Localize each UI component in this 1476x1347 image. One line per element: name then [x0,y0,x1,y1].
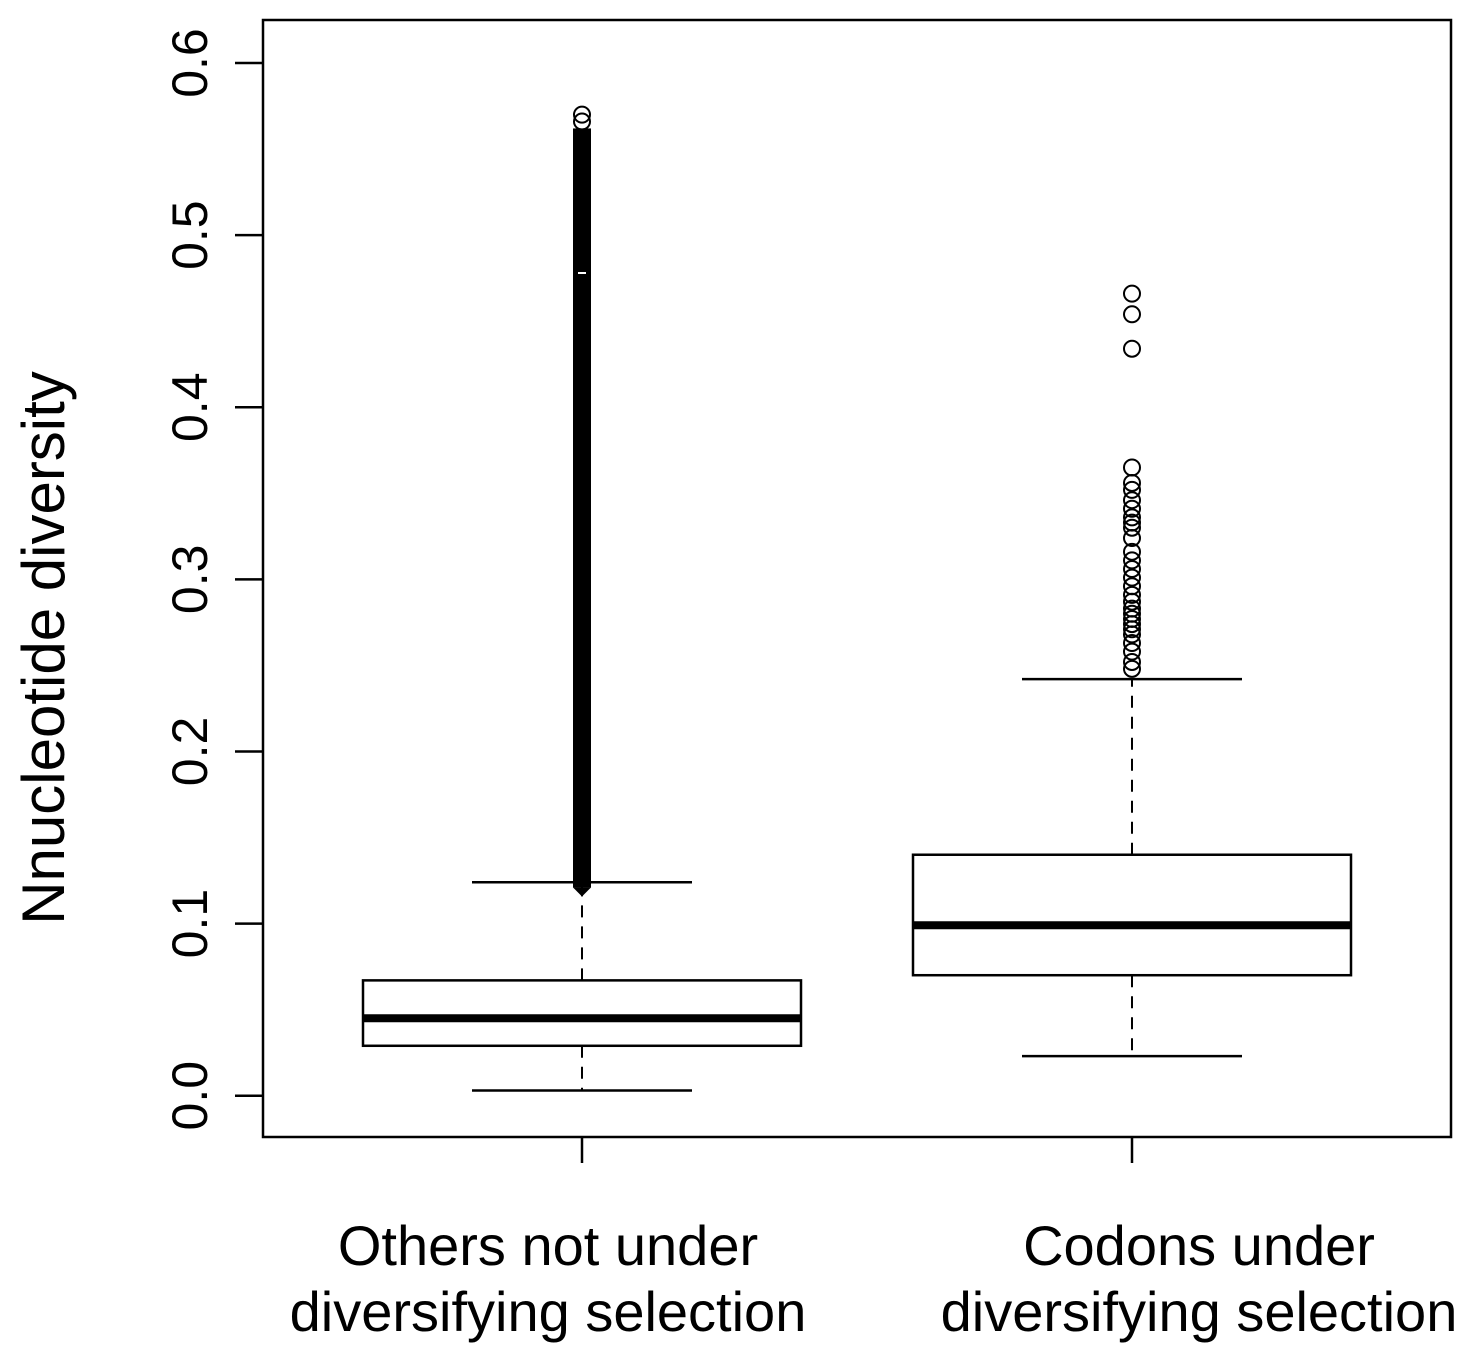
outlier-point [1123,560,1141,579]
outlier-point [573,112,591,131]
x-tick-label: Others not under diversifying selection [290,1214,807,1343]
outlier-point [1123,518,1141,537]
outlier-point [1123,642,1141,661]
outlier-point [1123,513,1141,532]
x-tick-label-line: diversifying selection [290,1280,807,1343]
outlier-point [1123,599,1141,618]
outlier-point [1123,609,1141,628]
outlier-point [1123,659,1141,678]
y-tick-label: 0.5 [162,200,218,270]
outlier-point [1123,499,1141,518]
outlier-point [1123,491,1141,510]
y-tick-label: 0.3 [162,545,218,615]
outlier-point [1123,508,1141,527]
outlier-point [1123,652,1141,671]
x-tick-label: Codons under diversifying selection [941,1214,1458,1343]
outlier-point [1123,458,1141,477]
x-tick-label-line: diversifying selection [941,1280,1458,1343]
outlier-point [1123,339,1141,358]
y-tick-label: 0.4 [162,372,218,442]
iqr-box [361,979,803,1048]
outlier-point [1123,577,1141,596]
outlier-point [1123,585,1141,604]
x-tick-label-line: Codons under [1023,1214,1375,1277]
outlier-point [573,105,591,124]
y-tick-label: 0.6 [162,28,218,98]
y-tick-label: 0.0 [162,1061,218,1131]
y-tick-label: 0.1 [162,889,218,959]
outlier-point [1123,568,1141,587]
outlier-dense-band [573,128,591,888]
outlier-point [1123,284,1141,303]
x-tick-label-line: Others not under [338,1214,758,1277]
outlier-point [1123,551,1141,570]
box-group [911,284,1353,1058]
outlier-dense-band-tip [573,887,591,897]
y-tick-label: 0.2 [162,717,218,787]
y-axis-label: Nnucleotide diversity [10,371,77,925]
boxes [361,105,1353,1092]
y-axis: 0.0 0.1 0.2 0.3 0.4 0.5 0.6 [162,28,263,1130]
outlier-point [1123,634,1141,653]
outlier-point [1123,604,1141,623]
outlier-point [1123,305,1141,324]
box-group [361,105,803,1092]
iqr-box [911,853,1353,977]
outlier-point [1123,542,1141,561]
x-axis: Others not under diversifying selectionCo… [290,1137,1458,1343]
outlier-point [1123,480,1141,499]
